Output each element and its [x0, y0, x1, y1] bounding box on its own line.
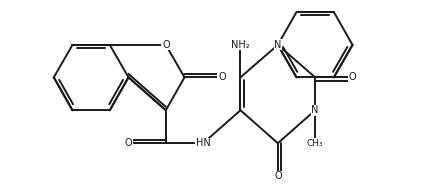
Text: N: N [274, 40, 282, 50]
Text: NH₂: NH₂ [231, 40, 250, 50]
Text: O: O [125, 138, 132, 148]
Text: O: O [162, 40, 170, 50]
Text: O: O [218, 72, 226, 82]
Text: O: O [349, 72, 356, 82]
Text: CH₃: CH₃ [307, 139, 324, 148]
Text: HN: HN [196, 138, 211, 148]
Text: N: N [312, 105, 319, 115]
Text: O: O [274, 171, 282, 181]
